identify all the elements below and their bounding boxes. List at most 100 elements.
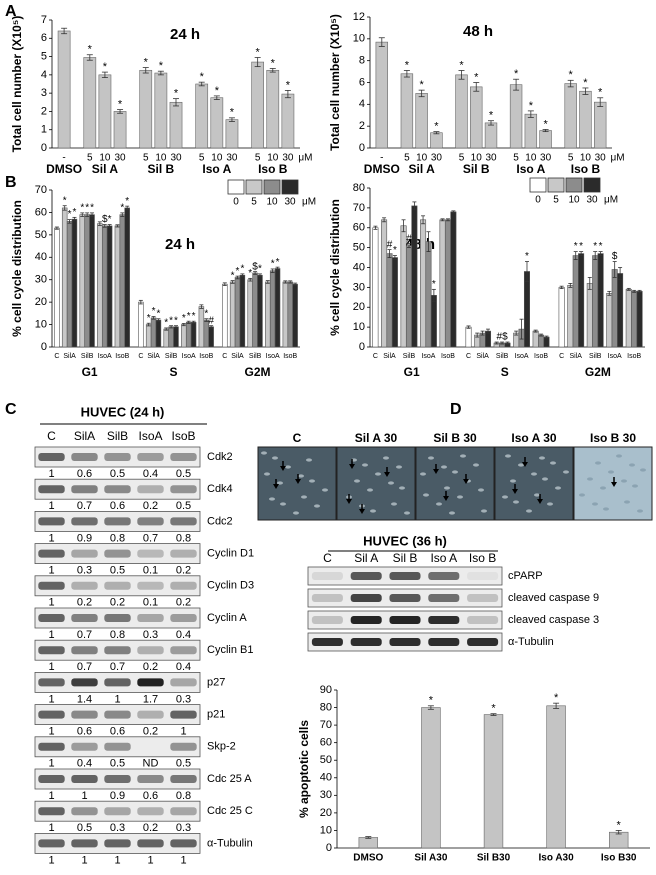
- group-label: S: [501, 365, 509, 379]
- cell: [460, 454, 466, 458]
- cell: [534, 493, 540, 497]
- blot-band: [71, 678, 98, 687]
- x-tick-label: SilA: [569, 353, 582, 360]
- cell: [309, 479, 315, 483]
- blot-band: [389, 594, 421, 602]
- legend-label: 0: [233, 197, 239, 208]
- x-tick-label: C: [373, 353, 378, 360]
- group-label: G1: [82, 365, 98, 379]
- band-quantification: 0.8: [176, 790, 191, 802]
- cell: [441, 465, 447, 469]
- blot-band: [38, 678, 65, 687]
- arrow-head: [443, 496, 449, 501]
- bar: [444, 219, 451, 348]
- y-tick-label: 20: [353, 301, 365, 313]
- error-bar: [519, 318, 524, 340]
- unit-label: μM: [302, 197, 316, 208]
- x-tick-label: IsoB: [283, 353, 297, 360]
- blot-band: [71, 742, 98, 751]
- x-tick-label: SilB: [496, 353, 509, 360]
- x-tick-label: 10: [99, 153, 111, 164]
- blot-band: [170, 775, 197, 783]
- y-tick-label: 30: [320, 789, 332, 801]
- significance-marker: *: [429, 695, 434, 707]
- bar: [89, 214, 95, 348]
- cell: [383, 456, 389, 460]
- bar: [185, 322, 192, 348]
- cell: [367, 488, 373, 492]
- band-quantification: 0.8: [110, 629, 125, 641]
- blot-band: [38, 775, 65, 783]
- x-tick-label: 10: [416, 153, 428, 164]
- significance-marker: *: [187, 311, 191, 322]
- protein-label: Skp-2: [207, 741, 236, 753]
- band-quantification: 0.3: [77, 565, 92, 577]
- significance-marker: *: [147, 313, 151, 324]
- significance-marker: *: [393, 245, 397, 256]
- error-bar: [615, 830, 622, 835]
- blot-band: [104, 839, 131, 848]
- error-bar: [164, 327, 169, 331]
- blot-strip: [34, 736, 201, 758]
- blot-band: [350, 616, 382, 624]
- bar: [247, 279, 253, 348]
- cell: [391, 502, 397, 506]
- x-tick-label: SilA: [63, 353, 76, 360]
- bar: [465, 326, 472, 348]
- blot-band: [71, 453, 98, 461]
- y-tick-label: 10: [35, 318, 47, 330]
- protein-label: p27: [207, 676, 225, 688]
- significance-marker: *: [174, 315, 178, 326]
- error-bar: [597, 97, 604, 107]
- bar: [124, 207, 130, 348]
- error-bar: [412, 201, 417, 211]
- y-tick-label: 90: [320, 684, 332, 696]
- blot-band: [311, 572, 343, 580]
- cell: [600, 486, 606, 490]
- legend-swatch: [547, 177, 565, 193]
- y-tick-label: 50: [353, 242, 365, 254]
- band-quantification: 0.2: [143, 500, 158, 512]
- band-quantification: 0.3: [176, 693, 191, 705]
- band-quantification: 1: [48, 790, 54, 802]
- cell: [388, 481, 394, 485]
- y-tick-label: 6: [359, 76, 365, 88]
- error-bar: [107, 224, 112, 228]
- x-tick-label: 30: [114, 153, 126, 164]
- blot-band: [170, 485, 197, 494]
- cell: [404, 511, 410, 515]
- y-tick-label: 30: [353, 281, 365, 293]
- group-label: Iso B: [258, 162, 288, 176]
- band-quantification: 1: [48, 468, 54, 480]
- significance-marker: *: [215, 85, 220, 97]
- error-bar: [568, 282, 573, 288]
- error-bar: [61, 27, 68, 35]
- error-bar: [222, 282, 227, 286]
- cell: [513, 500, 519, 504]
- blot-band: [428, 572, 460, 580]
- bar: [114, 225, 121, 348]
- cell: [539, 456, 545, 460]
- band-quantification: 0.8: [110, 532, 125, 544]
- cell: [396, 465, 402, 469]
- cell: [261, 451, 267, 455]
- arrow-head: [359, 509, 365, 514]
- chart-title: 24 h: [165, 236, 195, 253]
- x-tick-label: 30: [485, 153, 497, 164]
- legend-label: 5: [553, 195, 559, 206]
- band-quantification: 0.2: [110, 597, 125, 609]
- significance-marker: *: [598, 87, 603, 99]
- bar: [455, 74, 468, 149]
- x-tick-label: SilA: [231, 353, 244, 360]
- band-quantification: 0.4: [77, 758, 92, 770]
- error-bar: [559, 285, 564, 289]
- blot-band: [137, 807, 164, 816]
- error-bar: [567, 79, 574, 88]
- significance-marker: *: [68, 209, 72, 220]
- blot-band: [104, 485, 131, 494]
- blot-band: [104, 710, 131, 719]
- bar: [405, 245, 412, 348]
- blot-strip: [34, 446, 201, 468]
- bar: [208, 326, 214, 348]
- band-quantification: 0.3: [176, 822, 191, 834]
